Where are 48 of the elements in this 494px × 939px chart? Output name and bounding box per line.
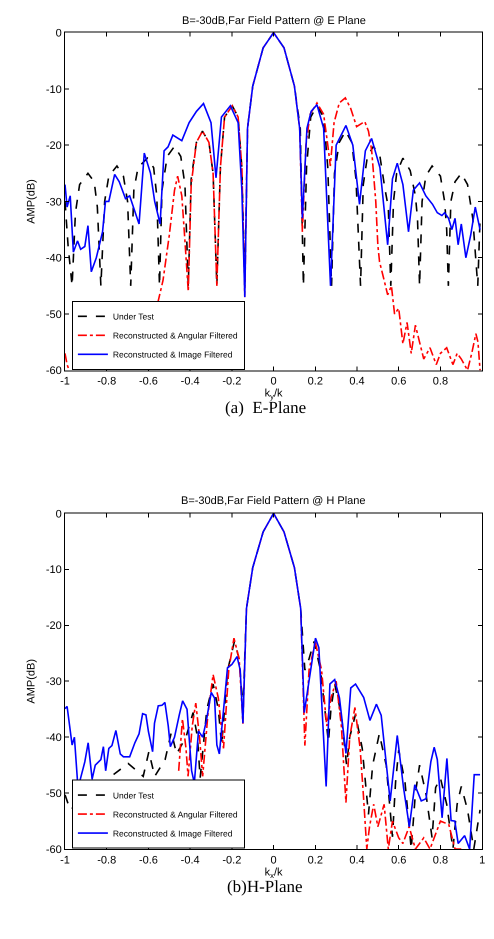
- y-tick-label: -50: [46, 308, 62, 321]
- x-tick-label: 0.4: [349, 375, 365, 388]
- x-tick-label: 1: [479, 854, 486, 866]
- x-tick-label: -1: [60, 375, 70, 388]
- legend-label: Reconstructed & Image Filtered: [112, 828, 233, 838]
- legend-label: Reconstructed & Angular Filtered: [112, 809, 238, 820]
- y-axis-title: AMP(dB): [26, 658, 38, 704]
- y-tick-label: -10: [46, 564, 62, 576]
- y-tick-label: 0: [56, 27, 62, 40]
- legend-label: Reconstructed & Angular Filtered: [112, 330, 238, 341]
- x-tick-label: -0.6: [138, 854, 158, 866]
- x-tick-label: 0.8: [432, 375, 448, 388]
- x-tick-label: -0.8: [97, 854, 116, 866]
- chart-title: B=-30dB,Far Field Pattern @ E Plane: [182, 15, 366, 27]
- y-axis-title: AMP(dB): [26, 179, 38, 224]
- x-tick-label: -0.4: [180, 854, 200, 866]
- x-tick-label: -1: [60, 854, 70, 866]
- x-tick-label: 0.4: [349, 854, 365, 866]
- y-tick-label: -20: [46, 620, 62, 632]
- y-tick-label: 0: [56, 508, 62, 520]
- x-tick-label: 0: [270, 854, 277, 866]
- x-tick-label: -0.4: [180, 375, 200, 388]
- x-tick-label: 0.6: [391, 375, 406, 388]
- chart-title: B=-30dB,Far Field Pattern @ H Plane: [181, 495, 366, 507]
- x-tick-label: 0.6: [391, 854, 406, 866]
- x-tick-label: -0.2: [222, 854, 242, 866]
- legend-label: Under Test: [112, 790, 154, 800]
- x-tick-label: 0: [270, 375, 277, 388]
- y-tick-label: -50: [46, 788, 62, 800]
- x-axis-title: k$_{y}$/k: [264, 388, 284, 401]
- y-tick-label: -40: [46, 732, 62, 744]
- x-tick-label: -0.8: [97, 375, 116, 388]
- x-axis-title: k$_{x}$/k: [264, 866, 284, 880]
- y-tick-label: -30: [46, 196, 62, 208]
- y-tick-label: -20: [46, 140, 62, 152]
- y-tick-label: -10: [46, 84, 62, 96]
- x-tick-label: 0.2: [308, 375, 323, 388]
- x-tick-label: 0.8: [432, 854, 448, 866]
- y-tick-label: -60: [46, 365, 62, 378]
- x-tick-label: -0.6: [138, 375, 158, 388]
- x-tick-label: 0.2: [308, 854, 323, 866]
- text: (b)H-Plane: [227, 877, 303, 896]
- y-tick-label: -30: [46, 676, 62, 688]
- x-tick-label: -0.2: [222, 375, 242, 388]
- y-tick-label: -40: [46, 252, 62, 265]
- legend-label: Reconstructed & Image Filtered: [112, 350, 233, 360]
- y-tick-label: -60: [46, 844, 62, 856]
- legend-label: Under Test: [112, 312, 154, 322]
